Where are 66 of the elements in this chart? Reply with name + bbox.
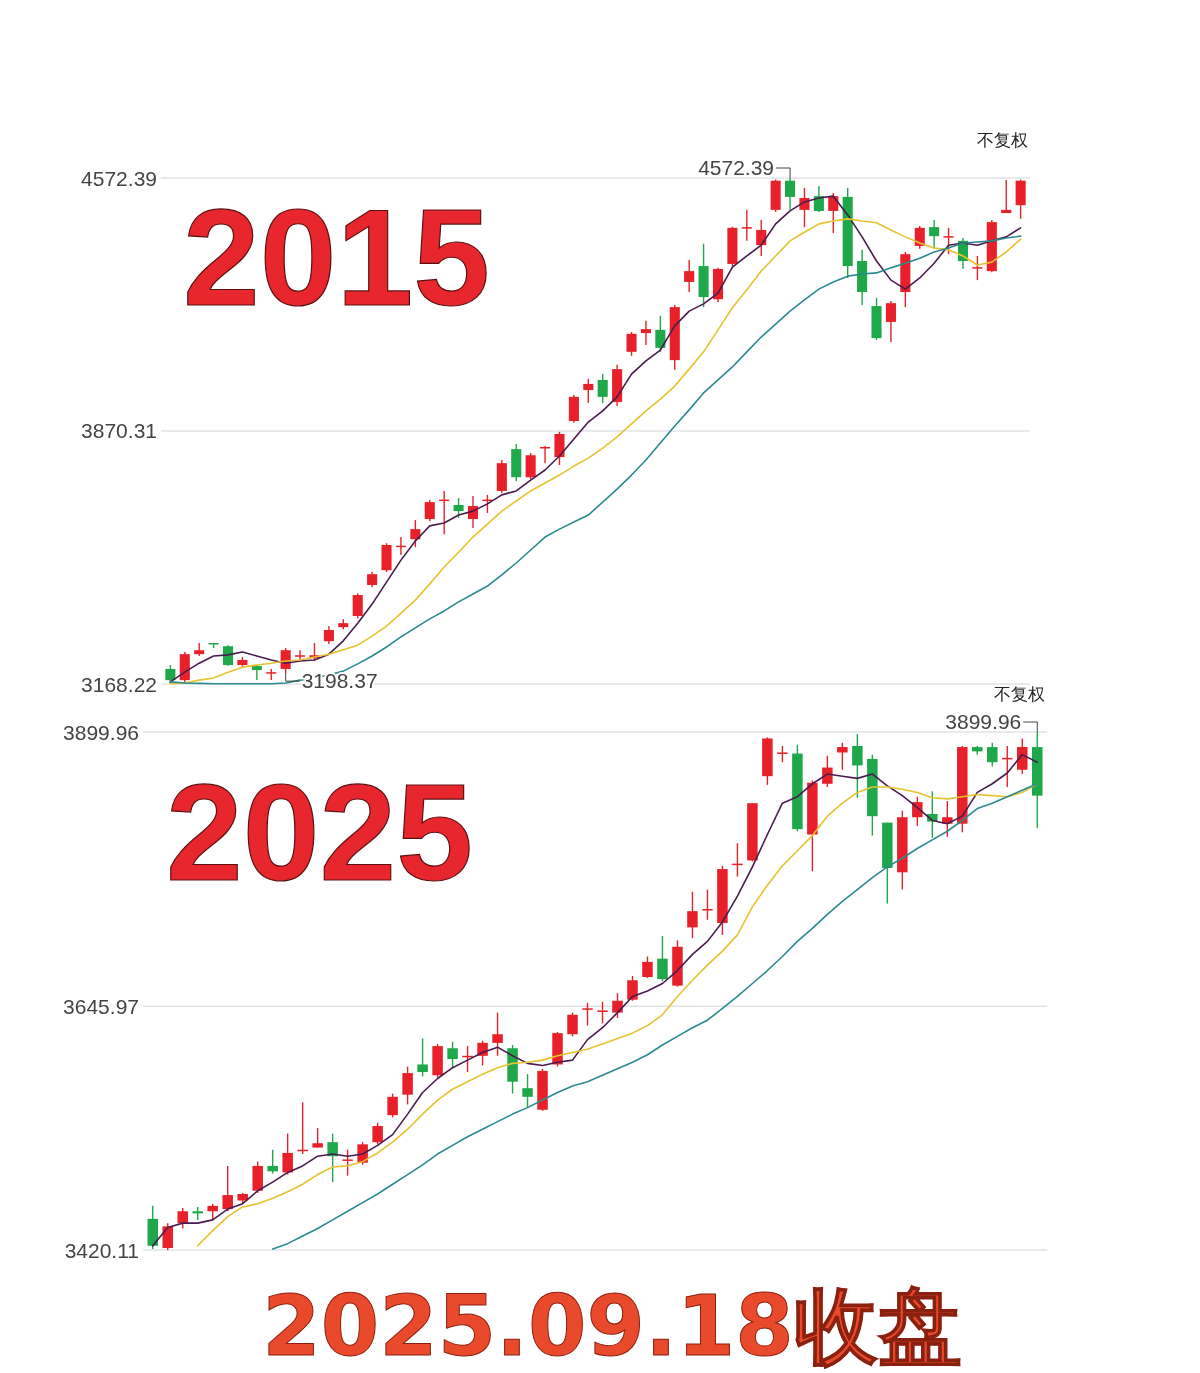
candlestick <box>522 1073 533 1109</box>
candlestick <box>567 1011 578 1038</box>
candlestick <box>492 1011 503 1057</box>
candlestick <box>352 592 363 619</box>
candlestick <box>785 177 796 211</box>
y-tick-label: 3168.22 <box>81 672 157 696</box>
candlestick <box>837 742 848 771</box>
y-tick-label: 3870.31 <box>81 419 157 443</box>
y-tick-label: 3420.11 <box>64 1238 139 1262</box>
candlestick <box>342 1149 353 1177</box>
candlestick <box>642 955 653 979</box>
y-tick-label: 3645.97 <box>63 994 139 1018</box>
candlestick <box>943 227 954 255</box>
candlestick <box>640 320 651 346</box>
candlestick <box>583 378 594 404</box>
candlestick <box>687 891 698 939</box>
candlestick <box>194 642 205 657</box>
chart-title: 2025 <box>166 755 473 909</box>
candlestick <box>267 1149 278 1175</box>
candlestick <box>162 1222 173 1251</box>
y-tick-label: 4572.39 <box>81 166 157 190</box>
candlestick <box>1017 737 1028 775</box>
candlestick <box>222 1165 233 1212</box>
candlestick <box>597 373 608 404</box>
annotation: 3198.37 <box>301 669 378 693</box>
candlestick <box>799 187 810 228</box>
candlestick <box>1001 179 1012 214</box>
candlestick <box>657 935 668 983</box>
candlestick <box>327 1132 338 1183</box>
candlestick <box>525 452 536 480</box>
candlestick <box>597 1001 608 1025</box>
candlestick <box>410 519 421 548</box>
candlestick <box>312 1127 323 1149</box>
candlestick <box>282 1132 293 1176</box>
candlestick <box>372 1122 383 1146</box>
candlestick <box>387 1092 398 1119</box>
annotation: 4572.39 <box>698 156 775 179</box>
candlestick <box>453 497 464 519</box>
candlestick <box>582 1002 593 1027</box>
candlestick <box>929 219 940 250</box>
chart-title: 2015 <box>183 180 490 334</box>
candlestick <box>741 209 752 242</box>
candlestick <box>885 300 896 343</box>
candlestick <box>447 1041 458 1070</box>
candlestick <box>323 625 334 645</box>
candlestick <box>852 733 863 799</box>
text: 2025.09.18收盘 <box>262 1277 962 1373</box>
candlestick <box>987 742 998 768</box>
annotation: 3899.96 <box>945 710 1022 733</box>
candlestick <box>612 992 623 1019</box>
annotation: 不复权 <box>994 684 1045 704</box>
candlestick <box>417 1037 428 1078</box>
candlestick <box>402 1065 413 1106</box>
candlestick <box>822 755 833 788</box>
candlestick <box>627 975 638 1002</box>
candlestick <box>251 664 262 681</box>
candlestick <box>626 331 637 357</box>
candlestick <box>684 259 695 293</box>
candlestick <box>813 185 824 213</box>
candlestick <box>424 499 435 522</box>
candlestick <box>177 1207 188 1230</box>
candlestick <box>655 315 666 353</box>
candlestick <box>972 255 983 281</box>
candlestick <box>554 431 565 466</box>
y-tick-label: 3899.96 <box>63 720 139 744</box>
text: 不复权 <box>977 130 1028 150</box>
